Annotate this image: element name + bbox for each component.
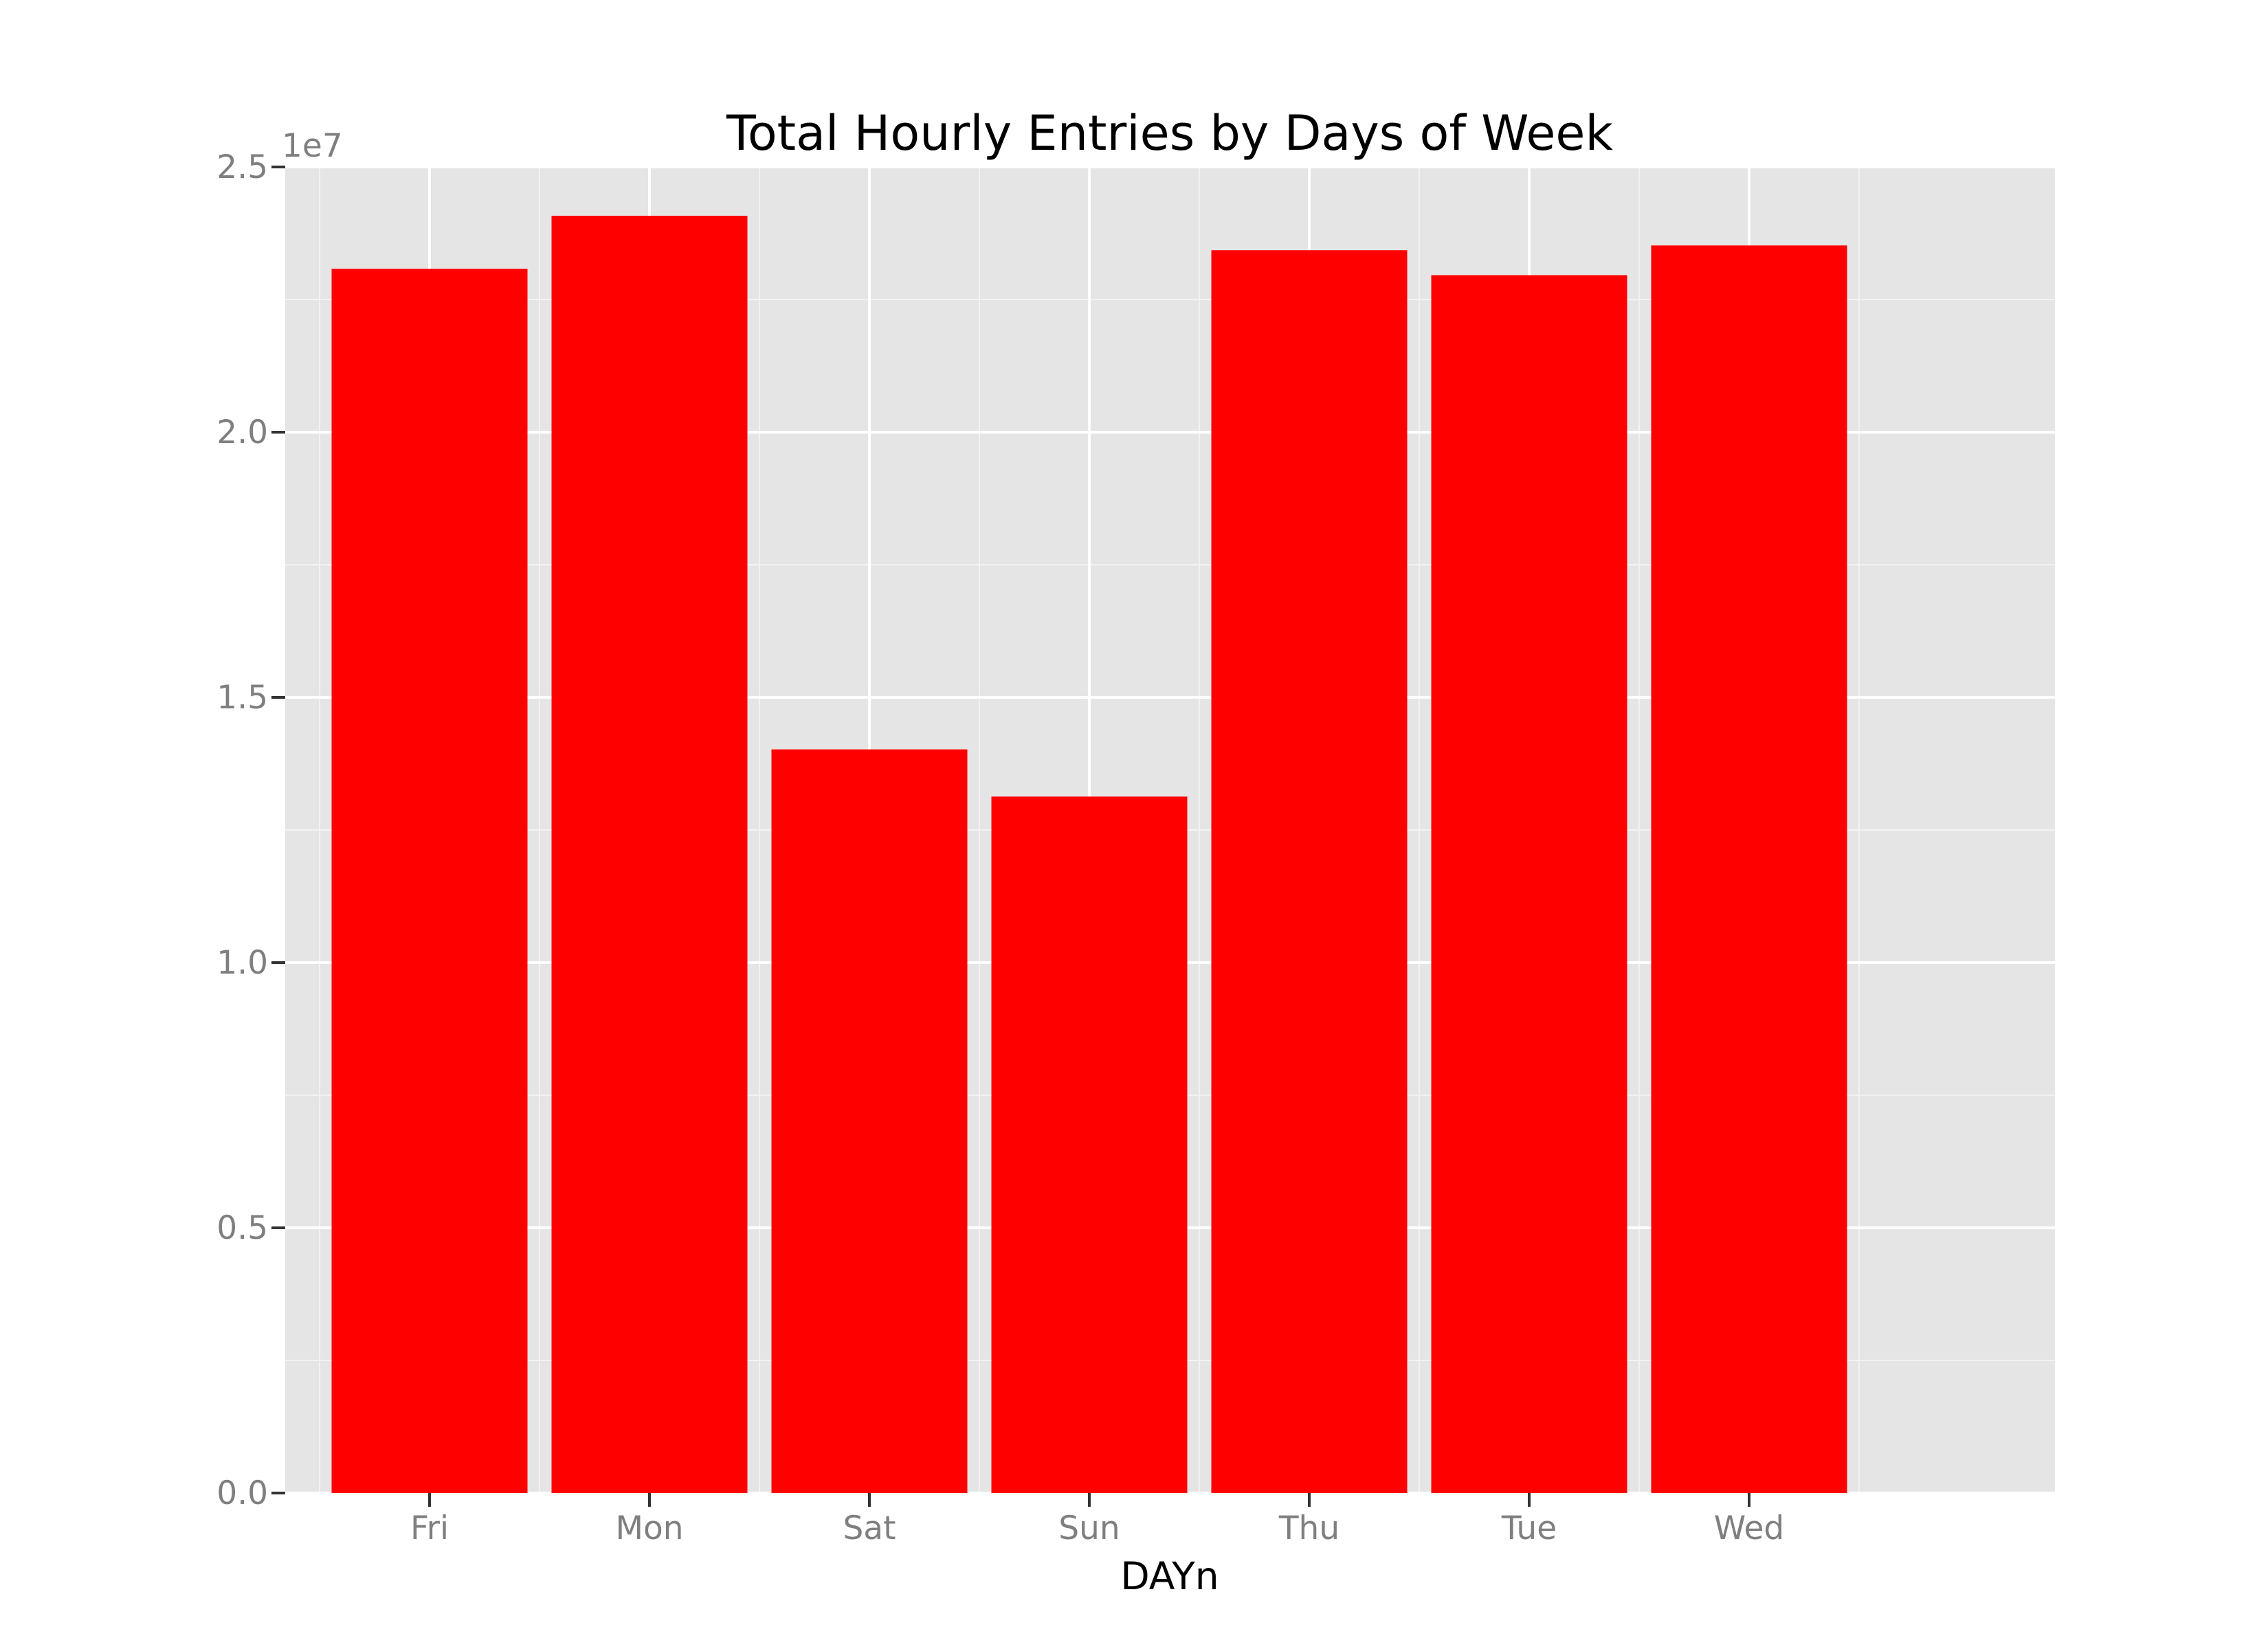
bar-sun	[991, 796, 1188, 1493]
y-axis-offset-label: 1e7	[282, 127, 343, 165]
y-tick-label: 2.5	[216, 148, 268, 186]
bar-wed	[1651, 245, 1847, 1494]
bar-tue	[1431, 275, 1627, 1493]
x-tick-label: Thu	[1278, 1510, 1339, 1547]
bar-fri	[331, 269, 528, 1493]
x-tick-label: Sun	[1058, 1510, 1120, 1547]
x-axis-label: DAYn	[1120, 1554, 1219, 1598]
bar-thu	[1211, 250, 1408, 1494]
y-tick-label: 1.5	[216, 679, 268, 717]
x-axis: Fri Mon Sat Sun Thu Tue Wed	[410, 1493, 1784, 1547]
y-tick-label: 1.0	[216, 944, 268, 982]
y-tick-label: 0.0	[216, 1474, 268, 1512]
y-axis: 0.0 0.5 1.0 1.5 2.0 2.5	[216, 148, 285, 1512]
bar-mon	[551, 216, 748, 1494]
bar-sat	[771, 749, 968, 1493]
y-tick-label: 2.0	[216, 414, 268, 451]
x-tick-label: Tue	[1501, 1510, 1557, 1547]
x-tick-label: Sat	[843, 1510, 896, 1547]
y-tick-label: 0.5	[216, 1209, 268, 1247]
x-tick-label: Wed	[1714, 1510, 1784, 1547]
x-tick-label: Fri	[410, 1510, 449, 1547]
bars	[331, 216, 1847, 1494]
chart-title: Total Hourly Entries by Days of Week	[726, 105, 1614, 161]
x-tick-label: Mon	[615, 1510, 683, 1547]
